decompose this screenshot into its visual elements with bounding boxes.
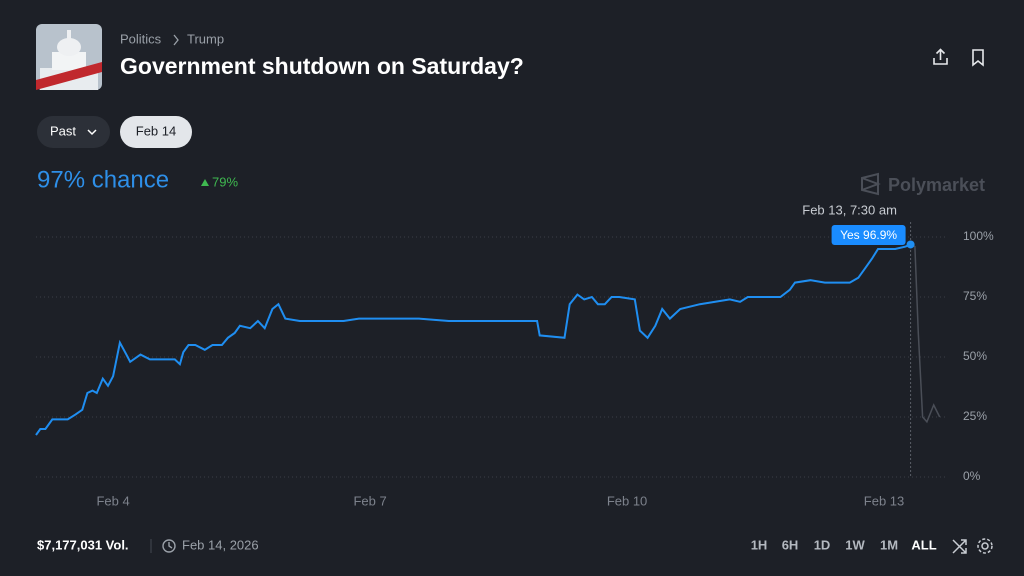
settings-icon[interactable] — [977, 538, 993, 554]
y-tick-label: 50% — [963, 349, 987, 363]
market-title: Government shutdown on Saturday? — [120, 53, 524, 79]
share-icon[interactable] — [933, 48, 948, 65]
thumbnail — [36, 24, 102, 90]
range-option[interactable]: 1M — [880, 537, 898, 552]
change: 79% — [212, 174, 238, 189]
filter-label[interactable]: Feb 14 — [136, 123, 176, 138]
date: Feb 14, 2026 — [182, 537, 259, 552]
hover-dot — [906, 240, 915, 249]
x-tick-label: Feb 4 — [96, 493, 129, 508]
range-option[interactable]: ALL — [911, 537, 936, 552]
x-tick-label: Feb 7 — [353, 493, 386, 508]
range-selector: 1H 6H 1D 1W 1M ALL — [751, 537, 937, 552]
hover-value: Yes 96.9% — [840, 228, 897, 242]
y-tick-label: 25% — [963, 409, 987, 423]
range-option[interactable]: 6H — [782, 537, 799, 552]
filter-pill[interactable] — [120, 116, 192, 148]
chance: 97% chance — [37, 166, 169, 193]
dropdown-icon — [87, 129, 97, 136]
filter-pill[interactable] — [37, 116, 110, 148]
range-option[interactable]: 1H — [751, 537, 768, 552]
up-arrow — [201, 179, 209, 186]
hover-badge — [831, 225, 906, 245]
series-line — [35, 243, 911, 436]
breadcrumb[interactable]: Politics — [120, 31, 162, 46]
y-tick-label: 0% — [963, 469, 981, 483]
hover-date: Feb 13, 7:30 am — [802, 202, 897, 217]
breadcrumb-separator — [173, 34, 179, 46]
y-tick-label: 75% — [963, 289, 987, 303]
chart: 0% 25% 50% 75% 100% Feb 4 Feb 7 Feb 10 Feb 13 Feb… — [35, 202, 994, 508]
clock-icon — [162, 539, 176, 553]
x-tick-label: Feb 10 — [607, 493, 647, 508]
brand-logo — [861, 172, 881, 196]
breadcrumb[interactable]: Trump — [187, 31, 224, 46]
range-option[interactable]: 1D — [814, 537, 831, 552]
bookmark-icon[interactable] — [972, 49, 984, 67]
filter-label[interactable]: Past — [50, 123, 76, 138]
y-tick-label: 100% — [963, 229, 994, 243]
range-option[interactable]: 1W — [845, 537, 865, 552]
shuffle-icon[interactable] — [952, 539, 967, 554]
x-tick-label: Feb 13 — [864, 493, 904, 508]
brand: Polymarket — [888, 175, 985, 195]
volume: $7,177,031 Vol. — [37, 537, 129, 552]
